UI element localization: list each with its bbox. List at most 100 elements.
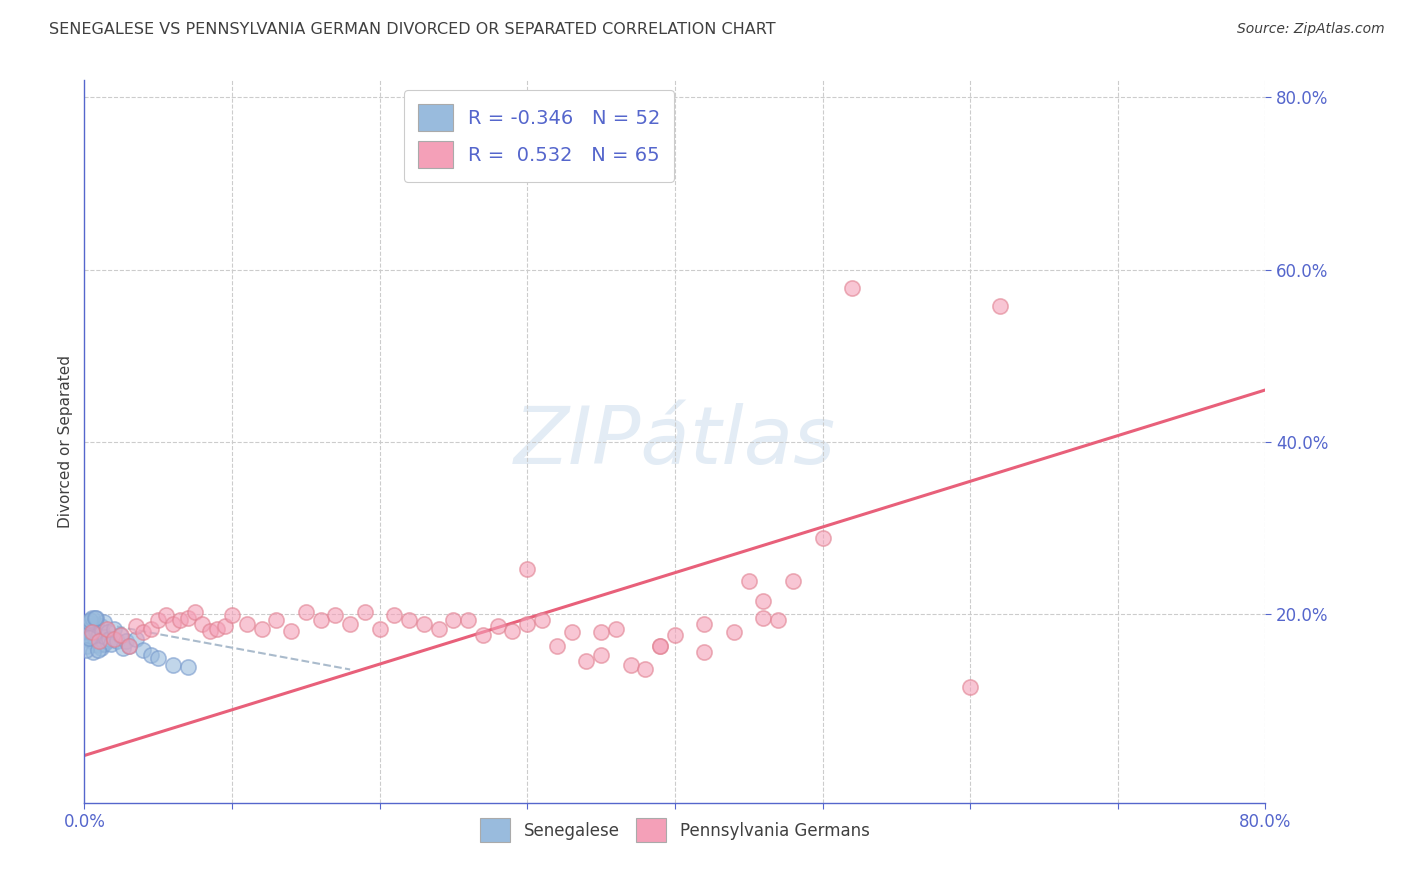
Point	[86, 639, 108, 653]
Point	[959, 680, 981, 694]
Point	[221, 608, 243, 623]
Point	[118, 639, 141, 653]
Point	[782, 574, 804, 588]
Point	[86, 642, 108, 657]
Point	[91, 632, 114, 647]
Point	[114, 634, 136, 648]
Point	[83, 611, 105, 625]
Point	[84, 616, 107, 631]
Point	[591, 648, 613, 662]
Point	[83, 621, 105, 635]
Point	[76, 615, 98, 630]
Point	[139, 622, 162, 636]
Point	[516, 616, 538, 631]
Point	[162, 616, 184, 631]
Point	[93, 615, 115, 630]
Point	[427, 622, 450, 636]
Point	[368, 622, 391, 636]
Point	[664, 628, 686, 642]
Point	[91, 625, 114, 640]
Point	[98, 632, 121, 647]
Point	[80, 634, 103, 648]
Text: SENEGALESE VS PENNSYLVANIA GERMAN DIVORCED OR SEPARATED CORRELATION CHART: SENEGALESE VS PENNSYLVANIA GERMAN DIVORC…	[49, 22, 776, 37]
Point	[110, 628, 132, 642]
Point	[723, 625, 745, 640]
Point	[162, 658, 184, 673]
Point	[457, 614, 479, 628]
Point	[531, 614, 554, 628]
Point	[398, 614, 420, 628]
Point	[148, 651, 170, 665]
Point	[132, 642, 155, 657]
Point	[139, 648, 162, 662]
Text: Source: ZipAtlas.com: Source: ZipAtlas.com	[1237, 22, 1385, 37]
Point	[94, 630, 117, 644]
Point	[132, 625, 155, 640]
Point	[82, 628, 104, 642]
Point	[354, 605, 377, 619]
Point	[125, 632, 148, 647]
Point	[75, 642, 97, 657]
Point	[80, 611, 103, 625]
Point	[266, 614, 288, 628]
Text: ZIPátlas: ZIPátlas	[513, 402, 837, 481]
Point	[87, 627, 111, 641]
Point	[82, 645, 104, 659]
Point	[988, 299, 1011, 313]
Point	[295, 605, 318, 619]
Point	[96, 622, 118, 636]
Point	[86, 630, 108, 644]
Point	[76, 632, 98, 647]
Point	[82, 625, 104, 640]
Point	[79, 625, 101, 640]
Point	[77, 615, 100, 630]
Point	[752, 593, 775, 607]
Point	[76, 639, 98, 653]
Point	[738, 574, 761, 588]
Point	[79, 614, 101, 628]
Point	[169, 614, 191, 628]
Point	[77, 631, 100, 645]
Point	[111, 640, 134, 655]
Point	[198, 624, 221, 638]
Point	[693, 645, 716, 659]
Point	[443, 614, 465, 628]
Point	[97, 625, 120, 640]
Point	[768, 614, 790, 628]
Point	[84, 625, 107, 640]
Point	[325, 608, 347, 623]
Point	[236, 616, 259, 631]
Point	[752, 611, 775, 625]
Point	[413, 616, 436, 631]
Point	[77, 624, 100, 638]
Point	[177, 611, 200, 625]
Point	[87, 634, 111, 648]
Point	[148, 614, 170, 628]
Point	[184, 605, 207, 619]
Point	[486, 619, 509, 633]
Point	[575, 654, 598, 668]
Point	[516, 562, 538, 576]
Point	[620, 658, 643, 673]
Point	[105, 634, 128, 648]
Point	[80, 619, 103, 633]
Point	[84, 611, 107, 625]
Point	[93, 637, 115, 651]
Point	[207, 622, 229, 636]
Point	[811, 531, 834, 545]
Point	[103, 632, 125, 647]
Point	[546, 639, 568, 653]
Point	[75, 628, 97, 642]
Legend: Senegalese, Pennsylvania Germans: Senegalese, Pennsylvania Germans	[474, 812, 876, 848]
Point	[250, 622, 273, 636]
Point	[472, 628, 495, 642]
Point	[591, 625, 613, 640]
Point	[90, 619, 112, 633]
Point	[125, 619, 148, 633]
Point	[191, 616, 214, 631]
Point	[103, 622, 125, 636]
Point	[155, 608, 177, 623]
Point	[634, 663, 657, 677]
Point	[382, 608, 406, 623]
Point	[177, 660, 200, 674]
